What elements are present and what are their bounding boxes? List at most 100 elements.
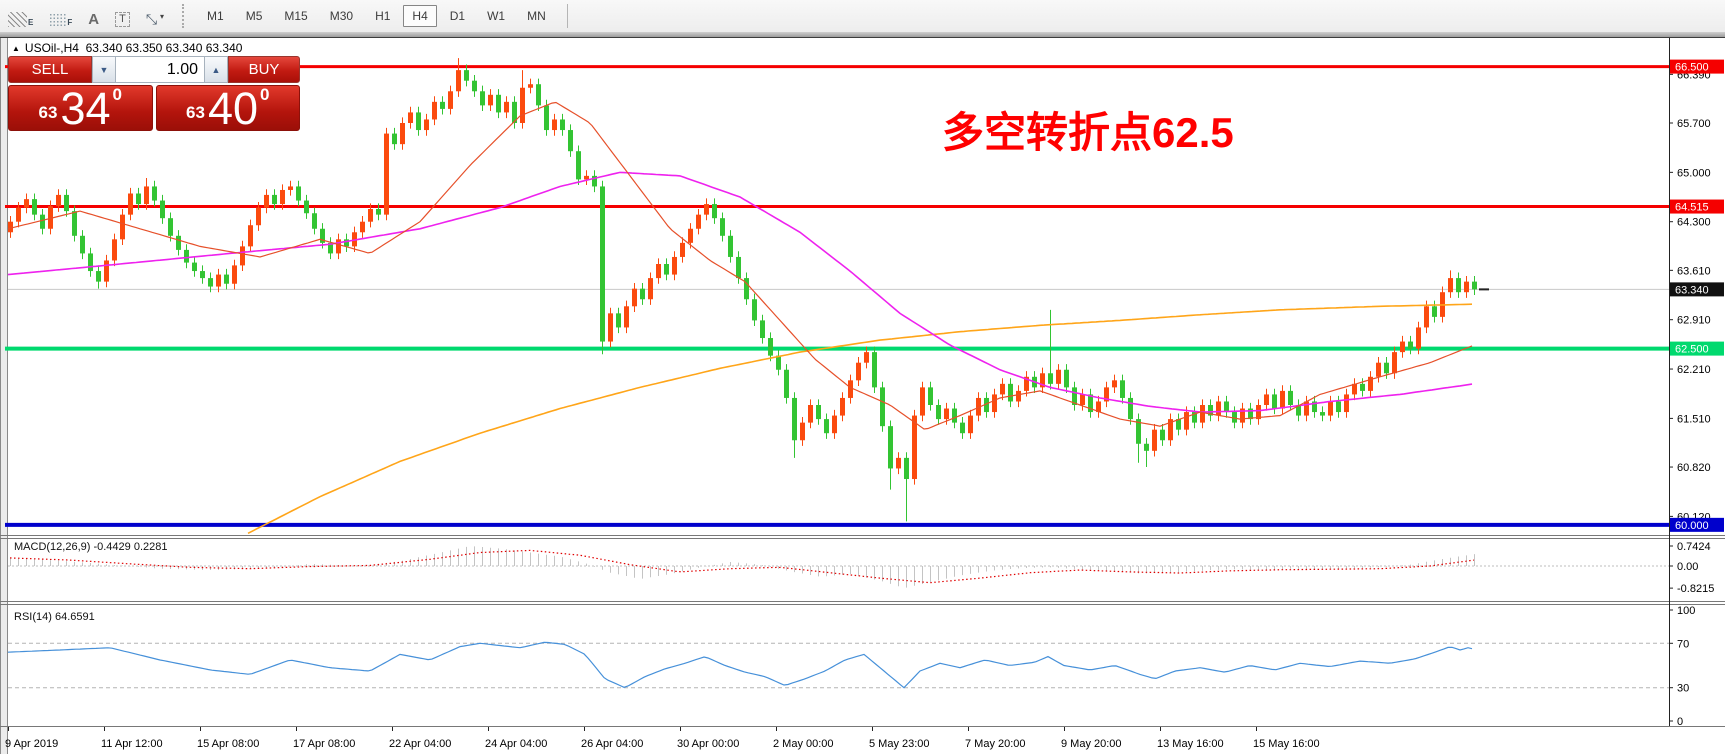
candle-body	[56, 194, 61, 207]
time-axis-label: 17 Apr 08:00	[293, 738, 355, 750]
buy-price-major: 63	[186, 103, 205, 122]
text-box-button[interactable]: T	[115, 5, 130, 27]
candle-body	[872, 352, 877, 388]
timeframe-button-d1[interactable]: D1	[449, 9, 466, 23]
hatch-icon	[8, 12, 27, 27]
candle-body	[600, 186, 605, 342]
candle-body	[400, 123, 405, 145]
symbol-period-label: USOil-,H4	[24, 41, 79, 55]
candle-body	[864, 352, 869, 363]
timeframe-button-h4[interactable]: H4	[403, 5, 437, 27]
candle-body	[288, 186, 293, 190]
text-label-button[interactable]: A	[88, 5, 99, 27]
candle-body	[184, 249, 189, 263]
candle-body	[496, 94, 501, 113]
price-badge-value: 63.340	[1675, 284, 1709, 296]
sell-price-point: 0	[112, 85, 122, 104]
draw-channel-icon[interactable]: E	[8, 5, 33, 27]
candle-body	[264, 194, 269, 208]
candle-body	[1264, 394, 1269, 405]
timeframe-button-m5[interactable]: M5	[245, 9, 263, 23]
candle-body	[1120, 380, 1125, 398]
timeframe-button-m1[interactable]: M1	[207, 9, 224, 23]
candle-body	[704, 204, 709, 215]
candle-body	[1200, 405, 1205, 423]
sell-price-tile[interactable]: 63 34 0	[8, 85, 153, 131]
volume-input[interactable]	[116, 56, 204, 83]
candle-body	[8, 221, 13, 233]
candle-body	[1232, 412, 1237, 423]
candle-body	[104, 260, 109, 282]
candle-body	[1128, 397, 1133, 420]
buy-price-tile[interactable]: 63 40 0	[155, 82, 300, 134]
sell-button[interactable]: SELL	[8, 56, 92, 83]
candle-body	[328, 242, 333, 254]
ma-fast-line	[7, 101, 1473, 430]
timeframe-button-mn[interactable]: MN	[527, 9, 546, 23]
candle-body	[504, 101, 509, 113]
candle-body	[168, 218, 173, 236]
time-axis-label: 15 Apr 08:00	[197, 738, 259, 750]
candle-body	[432, 101, 437, 120]
candle-body	[608, 313, 613, 342]
candle-body	[120, 214, 125, 240]
volume-increase-button[interactable]: ▲	[204, 56, 228, 83]
candle-body	[256, 207, 261, 226]
macd-signal-line	[9, 549, 1475, 584]
grid-indicator-icon[interactable]: F	[49, 5, 72, 27]
candle-body	[1160, 429, 1165, 441]
candle-body	[1472, 281, 1477, 290]
candle-body	[1152, 429, 1157, 451]
candle-body	[472, 80, 477, 92]
cursor-arrows-icon: ⤡	[145, 11, 158, 27]
timeframe-button-m15[interactable]: M15	[284, 9, 308, 23]
candle-body	[304, 200, 309, 214]
time-axis-label: 2 May 00:00	[773, 738, 834, 750]
timeframe-button-h1[interactable]: H1	[375, 9, 391, 23]
cursor-tool-button[interactable]: ⤡ ▾	[146, 5, 164, 27]
candle-body	[816, 405, 821, 420]
candle-body	[424, 119, 429, 131]
candle-body	[16, 207, 21, 222]
candle-body	[640, 288, 645, 300]
candle-body	[512, 101, 517, 123]
candle-body	[464, 70, 469, 81]
candle-body	[1360, 383, 1365, 391]
candle-body	[1192, 412, 1197, 423]
time-axis-label: 15 May 16:00	[1253, 738, 1320, 750]
candle-body	[1224, 401, 1229, 413]
candle-body	[664, 264, 669, 275]
candle-body	[792, 397, 797, 441]
buy-price-pips: 40	[207, 82, 258, 134]
candle-body	[528, 84, 533, 88]
sell-price-major: 63	[38, 103, 58, 122]
timeframe-button-m30[interactable]: M30	[329, 9, 354, 23]
candle-body	[336, 239, 341, 254]
price-badge-value: 66.500	[1675, 62, 1709, 74]
candle-body	[904, 457, 909, 480]
candle-body	[232, 265, 237, 284]
price-badge-value: 62.500	[1675, 344, 1709, 356]
ohlc-quotes: 63.340 63.350 63.340 63.340	[85, 41, 243, 55]
timeframe-button-w1[interactable]: W1	[487, 9, 506, 23]
candle-body	[720, 218, 725, 236]
candle-body	[1408, 341, 1413, 349]
candle-body	[1384, 362, 1389, 374]
candle-body	[728, 235, 733, 257]
candle-body	[1136, 419, 1141, 444]
toolbar-drag-handle[interactable]	[182, 4, 185, 28]
candle-body	[1344, 394, 1349, 413]
time-axis-label: 9 Apr 2019	[5, 738, 58, 750]
candle-body	[824, 419, 829, 434]
candle-body	[1000, 383, 1005, 395]
candle-body	[448, 91, 453, 109]
time-axis-label: 11 Apr 12:00	[101, 738, 163, 750]
collapse-triangle-icon[interactable]: ▲	[12, 44, 20, 53]
candle-body	[1040, 373, 1045, 388]
chevron-down-icon[interactable]: ▾	[160, 11, 165, 21]
candle-body	[392, 133, 397, 145]
candle-body	[1064, 369, 1069, 388]
buy-button[interactable]: BUY	[228, 56, 300, 83]
volume-decrease-button[interactable]: ▼	[92, 56, 116, 83]
